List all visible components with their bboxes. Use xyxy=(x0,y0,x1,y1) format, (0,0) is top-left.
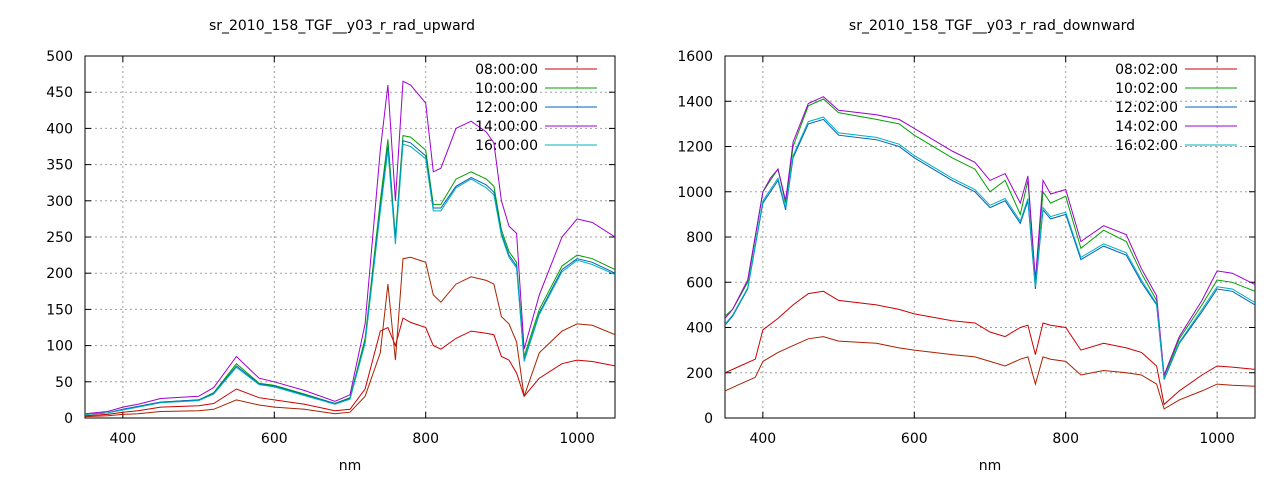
series-line-2 xyxy=(725,336,1255,410)
y-tick-label: 100 xyxy=(46,339,73,355)
legend-label: 16:00:00 xyxy=(475,138,538,154)
x-tick-label: 600 xyxy=(261,431,288,447)
legend-label: 14:00:00 xyxy=(475,119,538,135)
series-line-1 xyxy=(725,290,1255,406)
legend-label: 08:00:00 xyxy=(475,62,538,78)
series-line-5 xyxy=(725,96,1255,376)
series-line-4 xyxy=(85,140,615,415)
y-tick-label: 200 xyxy=(686,366,713,382)
legend-label: 14:02:00 xyxy=(1115,119,1178,135)
x-tick-label: 1000 xyxy=(559,431,595,447)
legend-label: 10:00:00 xyxy=(475,81,538,97)
y-tick-label: 250 xyxy=(46,230,73,246)
y-tick-label: 50 xyxy=(55,375,73,391)
y-tick-label: 1400 xyxy=(677,94,713,110)
y-tick-label: 0 xyxy=(704,411,713,427)
y-tick-label: 1200 xyxy=(677,140,713,156)
y-tick-label: 600 xyxy=(686,275,713,291)
chart-2: sr_2010_158_TGF__y03_r_rad_downward 0 200 4… xyxy=(677,18,1256,474)
series-line-6 xyxy=(85,143,615,415)
series-line-1 xyxy=(85,317,615,417)
y-tick-label: 350 xyxy=(46,158,73,174)
series-line-6 xyxy=(725,116,1255,379)
x-tick-label: 800 xyxy=(412,431,439,447)
x-axis-label: nm xyxy=(339,458,362,474)
y-tick-label: 1000 xyxy=(677,185,713,201)
legend-label: 12:00:00 xyxy=(475,100,538,116)
y-tick-label: 500 xyxy=(46,49,73,65)
y-tick-label: 450 xyxy=(46,85,73,101)
y-tick-label: 400 xyxy=(46,121,73,137)
legend-label: 12:02:00 xyxy=(1115,100,1178,116)
x-tick-label: 600 xyxy=(901,431,928,447)
x-tick-label: 800 xyxy=(1052,431,1079,447)
x-tick-label: 400 xyxy=(109,431,136,447)
y-tick-label: 150 xyxy=(46,302,73,318)
legend-label: 16:02:00 xyxy=(1115,138,1178,154)
legend-label: 08:02:00 xyxy=(1115,62,1178,78)
x-tick-label: 400 xyxy=(749,431,776,447)
series-line-3 xyxy=(85,135,615,415)
chart-title: sr_2010_158_TGF__y03_r_rad_downward xyxy=(849,18,1135,34)
legend-label: 10:02:00 xyxy=(1115,81,1178,97)
y-tick-label: 200 xyxy=(46,266,73,282)
y-tick-label: 0 xyxy=(64,411,73,427)
series-line-5 xyxy=(85,80,615,415)
x-tick-label: 1000 xyxy=(1199,431,1235,447)
chart-title: sr_2010_158_TGF__y03_r_rad_upward xyxy=(209,18,475,34)
series-line-2 xyxy=(85,256,615,418)
y-tick-label: 800 xyxy=(686,230,713,246)
x-axis-label: nm xyxy=(979,458,1002,474)
y-tick-label: 1600 xyxy=(677,49,713,65)
y-tick-label: 400 xyxy=(686,321,713,337)
y-tick-label: 300 xyxy=(46,194,73,210)
chart-1: sr_2010_158_TGF__y03_r_rad_upward 0 50 100 1… xyxy=(46,18,616,474)
